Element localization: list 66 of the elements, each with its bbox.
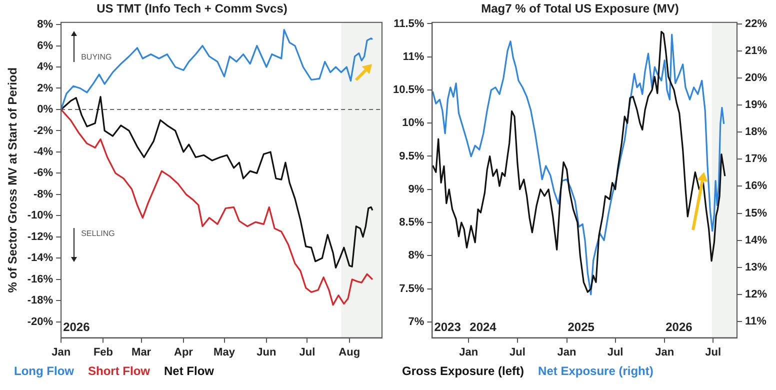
y-tick-label: -18% [27,294,54,307]
annotation: SELLING [81,228,115,238]
chart-title: Mag7 % of Total US Exposure (MV) [481,2,679,16]
x-tick-label: Jul [299,346,316,358]
text: Net Flow [164,364,214,378]
x-tick-label: Jun [256,346,276,358]
x-tick-label: Jul [509,346,526,358]
y-tick-label: -2% [34,124,54,137]
x-tick-label: May [214,346,236,358]
y-axis-title: % of Sector Gross MV at Start of Period [6,67,20,293]
x-tick-label: Mar [132,346,152,358]
y-tick-label: -6% [34,167,54,180]
annotation: 2026 [666,320,693,334]
chart-title: US TMT (Info Tech + Comm Svcs) [96,2,288,16]
y-tick-label: 10% [402,117,424,130]
y2-tick-label: 18% [744,126,768,138]
y-tick-label: 4% [37,61,54,74]
x-tick-label: Jan [557,346,577,358]
y-tick-label: 10.5% [392,84,424,96]
y2-tick-label: 15% [744,207,768,220]
y-tick-label: 7.5% [399,282,424,295]
y2-tick-label: 20% [744,72,768,84]
x-tick-label: Jul [607,346,624,358]
x-tick-label: Apr [174,346,194,358]
annotation: 2024 [470,320,497,334]
y-tick-label: -20% [27,316,54,328]
text: Gross Exposure (left) [402,364,524,378]
text: Long Flow [14,364,74,378]
annotation: BUYING [81,52,112,62]
y-tick-label: 0% [37,104,54,116]
annotation: 2026 [63,320,90,334]
text: Net Exposure (right) [538,364,654,378]
x-tick-label: Feb [93,346,114,358]
y2-tick-label: 22% [744,18,768,30]
x-tick-label: Jan [52,346,71,358]
text: Short Flow [88,364,150,378]
x-tick-label: Jan [655,346,674,358]
x-tick-label: Jan [459,346,478,358]
y2-tick-label: 17% [744,153,768,166]
annotation: 2025 [568,320,595,334]
y-tick-label: 9.5% [399,150,424,162]
y-tick-label: 2% [37,82,54,94]
y-tick-label: -14% [27,252,54,264]
x-tick-label: Aug [338,346,360,358]
y-tick-label: 8% [408,250,424,262]
y-tick-label: -8% [34,188,54,200]
y-tick-label: 9% [408,183,424,196]
y-tick-label: -4% [34,146,54,158]
y2-tick-label: 21% [744,44,768,57]
x-tick-label: Jul [705,346,722,358]
y2-tick-label: 19% [744,99,768,112]
y-tick-label: 7% [408,316,424,328]
y-tick-label: 11.5% [394,18,424,30]
y-tick-label: -12% [27,230,54,243]
y-tick-label: 8% [37,18,54,31]
y2-tick-label: 16% [744,180,768,192]
y-tick-label: -16% [27,273,54,286]
annotation: 2023 [434,320,462,334]
y-tick-label: 8.5% [399,216,424,229]
y-tick-label: 6% [37,40,54,52]
y-tick-label: 11% [402,50,424,63]
y2-tick-label: 14% [744,234,768,246]
y-tick-label: -10% [27,210,54,222]
y2-tick-label: 11% [744,316,767,328]
y2-tick-label: 12% [744,288,768,301]
y2-tick-label: 13% [744,261,768,274]
